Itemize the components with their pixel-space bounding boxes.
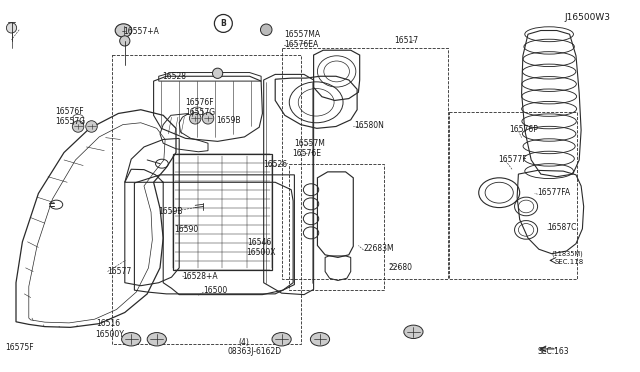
Text: (11835M): (11835M) xyxy=(552,250,584,257)
Text: 16517: 16517 xyxy=(394,36,419,45)
Text: 16500X: 16500X xyxy=(246,248,276,257)
Text: 16557+A: 16557+A xyxy=(123,28,159,36)
Text: 1659B: 1659B xyxy=(216,116,241,125)
Text: 16557MA: 16557MA xyxy=(284,31,320,39)
Text: 22683M: 22683M xyxy=(364,244,394,253)
Text: 16500: 16500 xyxy=(204,286,228,295)
Text: 16576F: 16576F xyxy=(56,107,84,116)
Text: SEC.163: SEC.163 xyxy=(538,347,569,356)
Text: 16528+A: 16528+A xyxy=(182,272,218,280)
Circle shape xyxy=(202,113,214,124)
Text: 16577F: 16577F xyxy=(499,155,527,164)
Bar xyxy=(173,154,272,270)
Circle shape xyxy=(260,24,272,35)
Ellipse shape xyxy=(122,333,141,346)
Text: 08363J-6162D: 08363J-6162D xyxy=(228,347,282,356)
Text: SEC.118: SEC.118 xyxy=(554,259,584,265)
Circle shape xyxy=(6,23,17,33)
Text: 16516: 16516 xyxy=(96,319,120,328)
Text: 16528: 16528 xyxy=(163,72,187,81)
Circle shape xyxy=(189,113,201,124)
Text: 16587C: 16587C xyxy=(547,223,577,232)
Text: 16576EA: 16576EA xyxy=(284,40,319,49)
Text: 16526: 16526 xyxy=(264,160,288,169)
Text: 16546: 16546 xyxy=(248,238,272,247)
Text: 1659B: 1659B xyxy=(158,207,182,216)
Text: 16590: 16590 xyxy=(174,225,198,234)
Text: 16500Y: 16500Y xyxy=(95,330,124,339)
Circle shape xyxy=(72,121,84,132)
Text: 16557G: 16557G xyxy=(56,117,86,126)
Circle shape xyxy=(212,68,223,78)
Bar xyxy=(289,164,384,290)
Ellipse shape xyxy=(404,325,423,339)
Bar xyxy=(282,48,448,279)
Text: 16557G: 16557G xyxy=(186,108,216,117)
Text: 16577FA: 16577FA xyxy=(538,188,571,197)
Text: 16575F: 16575F xyxy=(5,343,34,352)
Text: 16576P: 16576P xyxy=(509,125,538,134)
Text: (4): (4) xyxy=(238,338,249,347)
Ellipse shape xyxy=(310,333,330,346)
Ellipse shape xyxy=(272,333,291,346)
Text: 16557M: 16557M xyxy=(294,140,325,148)
Text: 16580N: 16580N xyxy=(355,121,385,130)
Bar xyxy=(449,112,577,279)
Bar xyxy=(112,55,301,344)
Circle shape xyxy=(86,121,97,132)
Circle shape xyxy=(120,36,130,46)
Text: 16577: 16577 xyxy=(108,267,132,276)
Text: B: B xyxy=(221,19,226,28)
Text: J16500W3: J16500W3 xyxy=(564,13,611,22)
Ellipse shape xyxy=(147,333,166,346)
Text: 16576F: 16576F xyxy=(186,98,214,107)
Text: 16576E: 16576E xyxy=(292,149,321,158)
Text: 22680: 22680 xyxy=(388,263,412,272)
Ellipse shape xyxy=(115,24,132,37)
